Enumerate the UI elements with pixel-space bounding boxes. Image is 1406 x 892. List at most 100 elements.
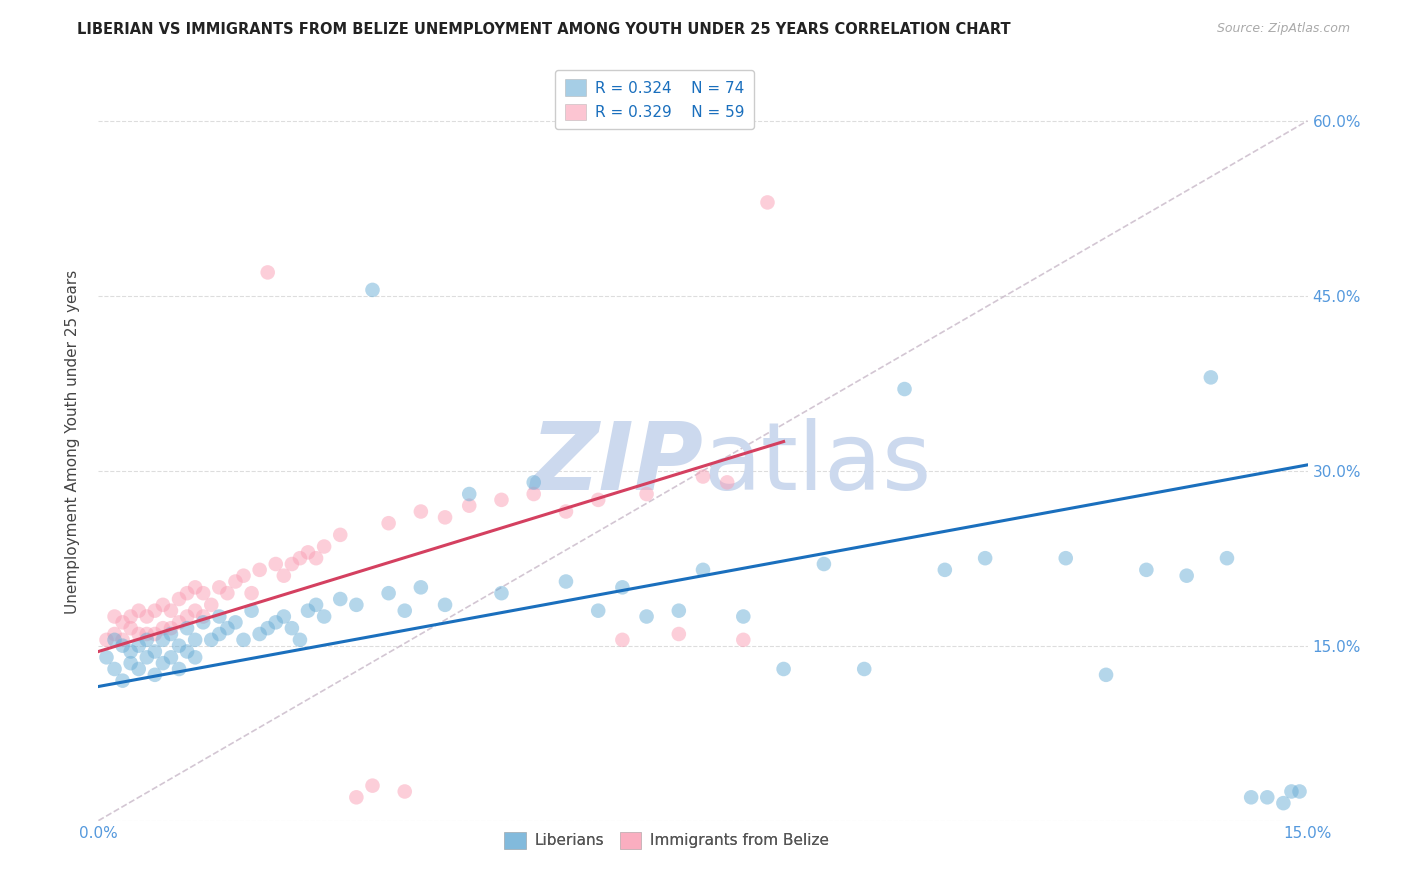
Y-axis label: Unemployment Among Youth under 25 years: Unemployment Among Youth under 25 years — [65, 269, 80, 614]
Point — [273, 609, 295, 624]
Point — [297, 604, 319, 618]
Point — [193, 615, 215, 630]
Point — [176, 586, 198, 600]
Point — [103, 662, 125, 676]
Point — [103, 627, 125, 641]
Point — [184, 632, 207, 647]
Point — [143, 604, 166, 618]
Point — [217, 586, 239, 600]
Point — [200, 598, 222, 612]
Point — [224, 574, 246, 589]
Point — [200, 632, 222, 647]
Point — [111, 615, 134, 630]
Point — [555, 574, 578, 589]
Point — [692, 469, 714, 483]
Point — [281, 621, 304, 635]
Point — [394, 784, 416, 798]
Point — [668, 604, 690, 618]
Point — [1288, 784, 1310, 798]
Point — [96, 650, 118, 665]
Point — [103, 609, 125, 624]
Point — [232, 632, 254, 647]
Point — [523, 487, 546, 501]
Point — [249, 627, 271, 641]
Point — [128, 604, 150, 618]
Point — [224, 615, 246, 630]
Point — [152, 621, 174, 635]
Point — [273, 568, 295, 582]
Point — [160, 621, 183, 635]
Point — [813, 557, 835, 571]
Point — [344, 598, 367, 612]
Point — [176, 644, 198, 658]
Point — [305, 551, 328, 566]
Point — [135, 650, 157, 665]
Point — [1216, 551, 1239, 566]
Point — [297, 545, 319, 559]
Point — [458, 487, 481, 501]
Point — [361, 283, 384, 297]
Point — [232, 568, 254, 582]
Point — [120, 609, 142, 624]
Point — [288, 632, 311, 647]
Point — [256, 265, 278, 279]
Point — [314, 609, 336, 624]
Point — [314, 540, 336, 554]
Point — [329, 592, 352, 607]
Point — [167, 639, 190, 653]
Point — [143, 644, 166, 658]
Point — [167, 615, 190, 630]
Point — [103, 632, 125, 647]
Point — [111, 639, 134, 653]
Point — [305, 598, 328, 612]
Point — [409, 504, 432, 518]
Point — [264, 615, 287, 630]
Point — [1095, 668, 1118, 682]
Point — [458, 499, 481, 513]
Point — [434, 598, 457, 612]
Point — [143, 668, 166, 682]
Text: ZIP: ZIP — [530, 418, 703, 510]
Point — [772, 662, 794, 676]
Point — [1199, 370, 1222, 384]
Point — [135, 609, 157, 624]
Point — [111, 673, 134, 688]
Point — [184, 650, 207, 665]
Point — [160, 627, 183, 641]
Point — [249, 563, 271, 577]
Point — [96, 632, 118, 647]
Point — [612, 632, 634, 647]
Point — [120, 656, 142, 670]
Point — [377, 516, 399, 531]
Point — [586, 492, 609, 507]
Point — [184, 604, 207, 618]
Point — [152, 656, 174, 670]
Text: LIBERIAN VS IMMIGRANTS FROM BELIZE UNEMPLOYMENT AMONG YOUTH UNDER 25 YEARS CORRE: LIBERIAN VS IMMIGRANTS FROM BELIZE UNEMP… — [77, 22, 1011, 37]
Point — [240, 586, 263, 600]
Point — [434, 510, 457, 524]
Point — [733, 632, 755, 647]
Point — [193, 586, 215, 600]
Point — [288, 551, 311, 566]
Point — [152, 598, 174, 612]
Point — [1272, 796, 1295, 810]
Point — [111, 632, 134, 647]
Point — [934, 563, 956, 577]
Point — [120, 644, 142, 658]
Point — [208, 627, 231, 641]
Point — [394, 604, 416, 618]
Point — [636, 609, 658, 624]
Point — [256, 621, 278, 635]
Point — [555, 504, 578, 518]
Point — [208, 580, 231, 594]
Point — [344, 790, 367, 805]
Point — [217, 621, 239, 635]
Point — [1054, 551, 1077, 566]
Point — [716, 475, 738, 490]
Text: Source: ZipAtlas.com: Source: ZipAtlas.com — [1216, 22, 1350, 36]
Point — [176, 609, 198, 624]
Point — [143, 627, 166, 641]
Point — [361, 779, 384, 793]
Point — [1175, 568, 1198, 582]
Point — [668, 627, 690, 641]
